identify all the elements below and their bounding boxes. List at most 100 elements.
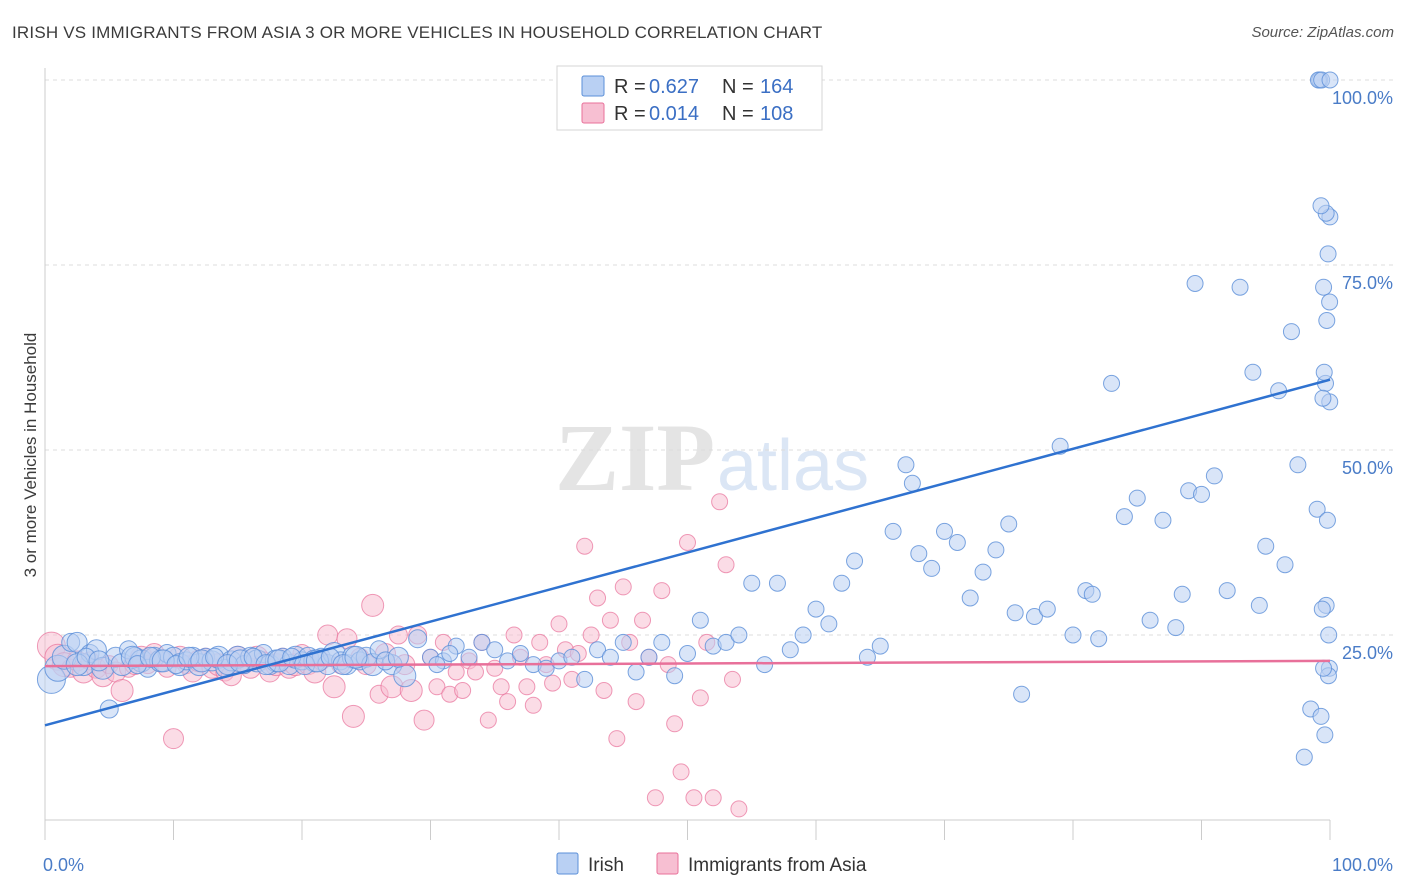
asia-point [691,689,709,707]
irish-point [460,648,478,666]
irish-point [653,633,671,651]
irish-point [1276,556,1294,574]
bottom-legend-asia-swatch [656,852,679,875]
irish-point [756,656,774,674]
bottom-legend-irish: Irish [588,855,624,876]
asia-point [666,715,684,733]
irish-point [948,534,966,551]
asia-point [672,763,690,781]
irish-point [923,559,941,577]
irish-point [486,641,504,659]
trend-lines [44,378,1331,727]
x-tick-label: 0.0% [43,855,84,875]
irish-point [1173,585,1191,603]
irish-point [1295,748,1313,766]
asia-point [627,693,645,711]
asia-point [685,789,703,807]
asia-point [608,730,626,748]
irish-point [833,574,851,592]
asia-trend-line [44,659,1331,668]
irish-point [1313,600,1331,618]
irish-point [871,637,889,655]
irish-point [1167,619,1185,637]
y-axis-label: 3 or more Vehicles in Household [21,333,40,578]
irish-point [627,663,645,681]
irish-point [1128,489,1146,507]
asia-point [589,589,607,607]
irish-point [1315,278,1333,296]
asia-point [454,682,472,699]
legend-asia-swatch [581,102,605,124]
irish-point [1315,363,1333,381]
asia-point [518,678,536,696]
irish-point [936,522,953,540]
irish-point [781,641,799,659]
irish-point [846,552,864,570]
x-tick-label: 100.0% [1332,855,1393,875]
asia-point [479,711,497,729]
legend-asia-r: 0.014 [649,103,699,125]
irish-point [1193,485,1210,503]
watermark-zip: ZIP [555,404,715,511]
irish-point [1025,608,1043,625]
irish-point [1013,685,1031,703]
asia-point [550,615,568,633]
irish-point [589,641,607,659]
irish-point [897,456,915,474]
y-tick-label: 75.0% [1342,273,1393,293]
asia-point [531,633,549,651]
irish-point [1154,511,1172,529]
legend-irish-swatch [581,75,605,97]
irish-point [1000,515,1018,533]
asia-point [723,670,741,688]
legend-irish-n: 164 [760,76,793,98]
asia-point [704,789,722,807]
legend: R = 0.627 N = 164 R = 0.014 N = 108 [556,65,823,131]
irish-point [910,545,928,563]
irish-point [511,645,529,662]
irish-point [576,670,594,688]
irish-trend-line [44,378,1331,727]
irish-point [1115,508,1133,526]
irish-point [1244,363,1262,381]
irish-point [1319,245,1337,263]
irish-point [768,574,786,592]
irish-point [691,611,709,629]
irish-point [1312,707,1330,725]
asia-point [466,663,484,681]
y-tick-label: 25.0% [1342,643,1393,663]
irish-point [884,522,902,540]
legend-irish-r-label: R = [614,76,646,98]
bottom-legend: Irish Immigrants from Asia [556,852,867,876]
asia-point [711,493,729,511]
irish-point [88,650,110,672]
asia-point [634,611,652,629]
irish-point [473,633,491,651]
tick-labels: 100.0% 75.0% 50.0% 25.0% 0.0% 100.0% [43,88,1393,875]
irish-point [1315,659,1333,677]
irish-point [1141,611,1159,629]
irish-point [1218,582,1236,600]
irish-point [408,629,428,649]
source-label: Source: ZipAtlas.com [1251,24,1394,41]
irish-point [601,648,619,666]
irish-point [1231,278,1249,296]
irish-point [794,626,812,644]
irish-point [1312,197,1330,215]
irish-point [387,646,409,668]
asia-point [544,674,562,692]
irish-point [820,615,838,633]
asia-point [582,626,600,644]
asia-point [646,789,664,807]
legend-irish-r: 0.627 [649,76,699,98]
irish-point [1038,600,1056,618]
grid-lines [45,79,1395,636]
bottom-legend-asia: Immigrants from Asia [688,855,867,876]
irish-point [1308,500,1326,518]
irish-point [666,667,684,685]
asia-point [679,534,696,551]
irish-point [1318,312,1336,329]
asia-point [499,693,517,711]
y-tick-label: 100.0% [1332,88,1393,108]
